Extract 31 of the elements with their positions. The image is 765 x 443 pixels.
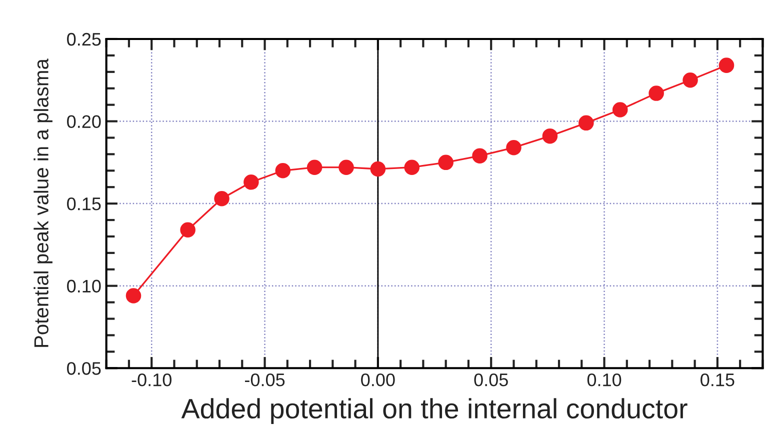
point — [438, 154, 454, 170]
point — [578, 115, 594, 131]
point — [126, 288, 142, 304]
point — [404, 160, 420, 175]
point — [275, 163, 291, 178]
y-axis-title: Potential peak value in a plasma — [34, 58, 52, 347]
x-tick-label: -0.05 — [244, 373, 285, 386]
point — [718, 58, 734, 73]
point — [370, 161, 386, 177]
point — [180, 222, 196, 238]
x-tick-label: 0.15 — [700, 373, 734, 386]
point — [472, 148, 488, 164]
x-axis-title: Added potential on the internal conductor — [181, 398, 688, 424]
point — [306, 160, 322, 175]
point — [214, 190, 230, 206]
y-tick-label: 0.20 — [67, 115, 101, 128]
point — [506, 140, 522, 156]
point — [612, 102, 628, 118]
point — [542, 128, 558, 144]
point — [338, 160, 354, 175]
x-tick-label: 0.00 — [361, 373, 395, 386]
point — [648, 86, 664, 101]
x-tick-label: 0.05 — [474, 373, 508, 386]
point — [244, 174, 259, 190]
y-tick-label: 0.10 — [67, 280, 101, 293]
y-tick-label: 0.05 — [67, 362, 101, 375]
point — [682, 72, 698, 88]
y-tick-label: 0.15 — [67, 197, 101, 210]
x-tick-label: 0.10 — [587, 373, 622, 386]
x-tick-label: -0.10 — [132, 373, 172, 386]
y-tick-label: 0.25 — [67, 32, 101, 46]
